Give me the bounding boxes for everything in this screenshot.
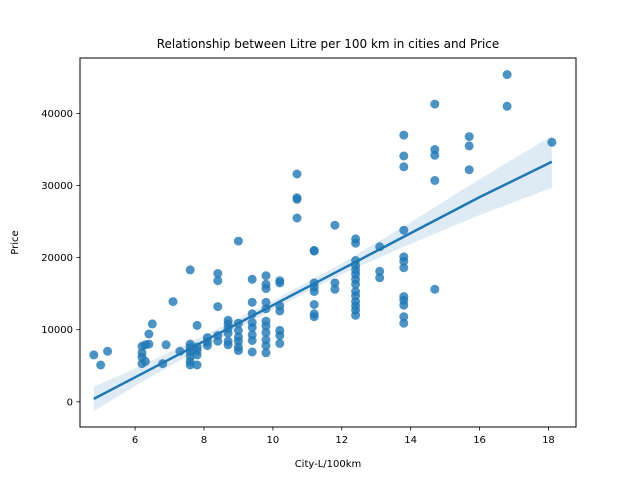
scatter-point [351, 234, 361, 244]
scatter-point [430, 284, 440, 294]
scatter-point [464, 141, 474, 151]
scatter-point [233, 332, 243, 342]
scatter-point [247, 274, 257, 284]
x-tick-label: 10 [267, 435, 280, 446]
scatter-point [261, 297, 271, 307]
scatter-point [330, 220, 340, 230]
scatter-point [464, 165, 474, 175]
scatter-point [261, 348, 271, 358]
scatter-point [309, 245, 319, 255]
scatter-point [213, 276, 223, 286]
x-axis-ticks: 6 8 10 12 14 16 18 [132, 427, 555, 446]
y-tick-label: 0 [67, 397, 73, 408]
scatter-point [233, 325, 243, 335]
scatter-point [89, 350, 99, 360]
scatter-point [168, 297, 178, 307]
scatter-point [464, 132, 474, 142]
scatter-point [213, 269, 223, 278]
y-tick-label: 40000 [41, 109, 73, 120]
scatter-point [233, 236, 243, 246]
scatter-point [103, 346, 113, 356]
scatter-point [247, 347, 257, 357]
scatter-point [330, 284, 340, 294]
scatter-point [192, 320, 202, 330]
x-tick-label: 12 [335, 435, 348, 446]
scatter-point [261, 271, 271, 281]
scatter-point [351, 287, 361, 296]
scatter-point [261, 316, 271, 326]
scatter-point [275, 276, 285, 286]
scatter-point [399, 312, 409, 322]
scatter-point [147, 319, 157, 329]
scatter-point [375, 273, 385, 283]
scatter-point [292, 213, 302, 223]
scatter-point [399, 263, 409, 273]
x-axis-label: City-L/100km [295, 459, 362, 470]
scatter-point [309, 309, 319, 319]
scatter-point [547, 137, 557, 147]
scatter-point [399, 162, 409, 172]
regression-line [93, 160, 553, 401]
scatter-point [137, 348, 147, 358]
scatter-point [375, 266, 385, 276]
scatter-point [261, 279, 271, 289]
scatter-point [192, 360, 202, 370]
scatter-point [430, 99, 440, 109]
y-tick-label: 10000 [41, 325, 73, 336]
y-axis-ticks: 0 10000 20000 30000 40000 [41, 109, 80, 408]
scatter-point [275, 325, 285, 335]
scatter-point [399, 252, 409, 262]
regression-line-layer [93, 160, 553, 401]
scatter-point [247, 330, 257, 340]
scatter-point [399, 292, 409, 302]
scatter-point [161, 340, 171, 350]
scatter-point [261, 328, 271, 338]
scatter-point [430, 145, 440, 154]
scatter-point [247, 297, 257, 307]
points-layer [89, 70, 557, 370]
y-tick-label: 30000 [41, 181, 73, 192]
y-axis-label: Price [10, 230, 21, 254]
x-tick-label: 16 [473, 435, 486, 446]
scatter-point [247, 318, 257, 327]
plot-frame [79, 57, 577, 428]
scatter-point [144, 339, 154, 349]
scatter-point [399, 318, 409, 328]
scatter-point [502, 101, 512, 111]
scatter-point [309, 300, 319, 309]
scatter-point [292, 169, 302, 179]
scatter-point [223, 315, 233, 325]
scatter-point [275, 338, 285, 348]
scatter-point [502, 70, 512, 80]
scatter-point [140, 356, 150, 366]
chart-title: Relationship between Litre per 100 km in… [157, 37, 500, 51]
scatter-point [330, 278, 340, 288]
scatter-point [399, 225, 409, 235]
y-tick-label: 20000 [41, 253, 73, 264]
x-tick-label: 8 [201, 435, 207, 446]
x-tick-label: 6 [132, 435, 138, 446]
x-tick-label: 18 [542, 435, 555, 446]
scatter-point [292, 193, 302, 203]
scatter-point [399, 130, 409, 140]
scatter-point [213, 302, 223, 312]
scatter-point [185, 265, 195, 275]
scatter-point [96, 360, 106, 370]
scatter-point [399, 151, 409, 161]
scatter-point [144, 329, 154, 339]
scatter-point [261, 335, 271, 345]
x-tick-label: 14 [404, 435, 417, 446]
scatter-point [223, 336, 233, 346]
scatter-point [430, 176, 440, 185]
